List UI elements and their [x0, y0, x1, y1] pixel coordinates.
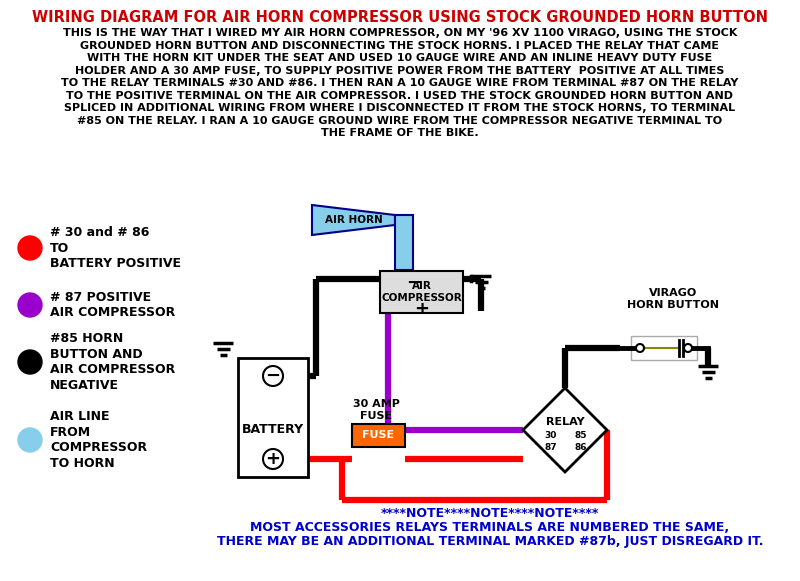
Text: # 87 POSITIVE
AIR COMPRESSOR: # 87 POSITIVE AIR COMPRESSOR: [50, 290, 175, 319]
Text: # 30 and # 86
TO
BATTERY POSITIVE: # 30 and # 86 TO BATTERY POSITIVE: [50, 226, 181, 270]
Text: #85 HORN
BUTTON AND
AIR COMPRESSOR
NEGATIVE: #85 HORN BUTTON AND AIR COMPRESSOR NEGAT…: [50, 332, 175, 392]
Text: RELAY: RELAY: [546, 417, 584, 427]
Circle shape: [263, 366, 283, 386]
Text: AIR
COMPRESSOR: AIR COMPRESSOR: [381, 281, 462, 303]
Circle shape: [263, 449, 283, 469]
Text: AIR HORN: AIR HORN: [325, 215, 382, 225]
Bar: [352, 424, 405, 447]
Text: THERE MAY BE AN ADDITIONAL TERMINAL MARKED #87b, JUST DISREGARD IT.: THERE MAY BE AN ADDITIONAL TERMINAL MARK…: [217, 535, 763, 548]
Text: −: −: [266, 367, 281, 385]
Text: 30 AMP
FUSE: 30 AMP FUSE: [353, 399, 400, 421]
Text: THIS IS THE WAY THAT I WIRED MY AIR HORN COMPRESSOR, ON MY '96 XV 1100 VIRAGO, U: THIS IS THE WAY THAT I WIRED MY AIR HORN…: [62, 28, 738, 138]
Text: 87: 87: [545, 443, 558, 453]
Text: +: +: [414, 300, 429, 318]
Bar: [380, 271, 463, 313]
Text: WIRING DIAGRAM FOR AIR HORN COMPRESSOR USING STOCK GROUNDED HORN BUTTON: WIRING DIAGRAM FOR AIR HORN COMPRESSOR U…: [32, 10, 768, 25]
Polygon shape: [312, 205, 395, 235]
Text: +: +: [266, 450, 281, 468]
Circle shape: [18, 350, 42, 374]
Text: VIRAGO
HORN BUTTON: VIRAGO HORN BUTTON: [627, 288, 719, 310]
Text: 86: 86: [574, 443, 587, 453]
Text: AIR LINE
FROM
COMPRESSOR
TO HORN: AIR LINE FROM COMPRESSOR TO HORN: [50, 410, 147, 470]
Circle shape: [18, 293, 42, 317]
Circle shape: [18, 236, 42, 260]
Circle shape: [684, 344, 692, 352]
Text: BATTERY: BATTERY: [242, 423, 304, 436]
Text: FUSE: FUSE: [362, 431, 394, 440]
Text: 85: 85: [574, 431, 587, 439]
Bar: [631, 336, 697, 360]
Text: −: −: [406, 274, 421, 292]
Text: MOST ACCESSORIES RELAYS TERMINALS ARE NUMBERED THE SAME,: MOST ACCESSORIES RELAYS TERMINALS ARE NU…: [250, 521, 730, 534]
Text: 30: 30: [545, 431, 557, 439]
Polygon shape: [523, 388, 607, 472]
Bar: [238, 358, 308, 477]
Polygon shape: [395, 215, 413, 270]
Circle shape: [636, 344, 644, 352]
Text: ****NOTE****NOTE****NOTE****: ****NOTE****NOTE****NOTE****: [381, 507, 599, 520]
Circle shape: [18, 428, 42, 452]
